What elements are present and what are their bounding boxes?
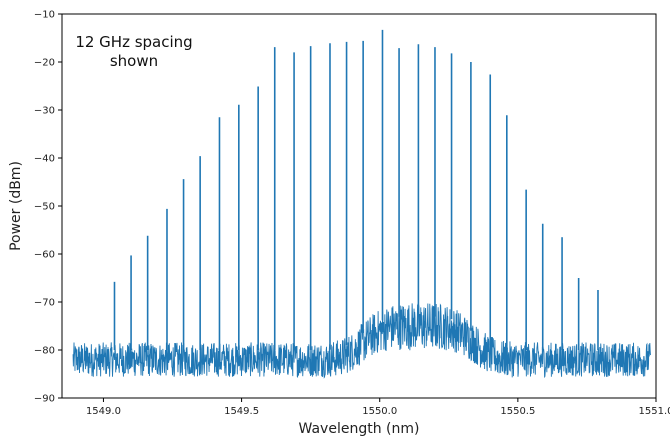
y-tick-label: −90 [34, 394, 55, 405]
x-axis-ticks: 1549.0 1549.5 1550.0 1550.5 1551.0 [86, 398, 670, 417]
annotation-line-1: 12 GHz spacing [75, 33, 192, 51]
x-tick-label: 1549.0 [86, 406, 121, 417]
x-tick-label: 1550.5 [500, 406, 535, 417]
y-tick-label: −30 [34, 106, 55, 117]
y-axis-label: Power (dBm) [8, 161, 24, 251]
x-axis-label: Wavelength (nm) [299, 421, 420, 437]
y-tick-label: −10 [34, 10, 55, 21]
y-tick-label: −20 [34, 58, 55, 69]
y-tick-label: −40 [34, 154, 55, 165]
x-tick-label: 1549.5 [224, 406, 259, 417]
noise-floor-trace [72, 302, 651, 379]
y-tick-label: −50 [34, 202, 55, 213]
x-tick-label: 1550.0 [362, 406, 397, 417]
y-tick-label: −80 [34, 346, 55, 357]
x-tick-label: 1551.0 [639, 406, 670, 417]
noise-floor-path [72, 302, 651, 379]
y-tick-label: −60 [34, 250, 55, 261]
annotation-line-2: shown [110, 52, 158, 70]
y-axis-ticks: −90 −80 −70 −60 −50 −40 −30 −20 −10 [34, 10, 62, 405]
comb-lines [113, 29, 599, 350]
y-tick-label: −70 [34, 298, 55, 309]
